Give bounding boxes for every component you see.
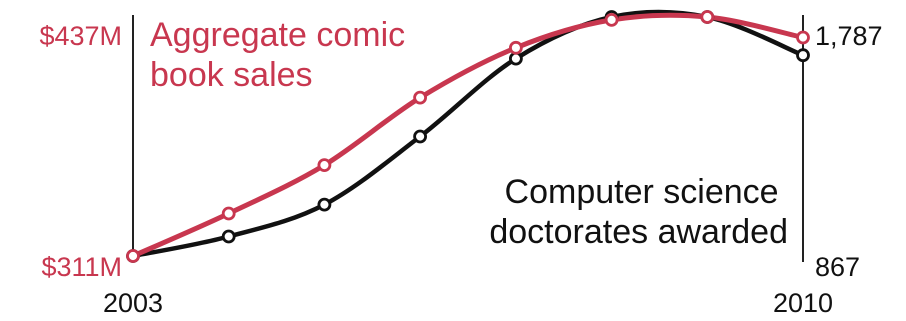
left-axis-bottom-label: $311M (41, 252, 122, 282)
series-label-comics-line2: book sales (150, 56, 313, 94)
series-label-doctorates-line2: doctorates awarded (489, 213, 788, 251)
data-point-comics-2007 (509, 40, 523, 55)
data-point-comics-2010 (796, 30, 810, 45)
data-point-comics-2009 (700, 10, 715, 24)
data-point-doctorates-2006 (413, 129, 428, 144)
data-point-comics-2005 (317, 158, 332, 173)
series-label-doctorates: Computer science doctorates awarded (489, 173, 788, 251)
left-axis-top-label: $437M (39, 21, 122, 51)
series-label-comics: Aggregate comic book sales (150, 16, 415, 94)
data-point-doctorates-2004 (221, 229, 236, 244)
data-point-doctorates-2010 (796, 48, 810, 63)
x-tick-label-end: 2010 (773, 288, 833, 318)
data-point-doctorates-2005 (317, 197, 332, 212)
data-point-comics-2008 (604, 12, 619, 27)
series-label-doctorates-line1: Computer science (505, 173, 779, 211)
series-layer (126, 9, 810, 263)
data-point-comics-2003 (126, 249, 140, 263)
data-point-comics-2006 (413, 90, 428, 105)
series-line-comics (130, 12, 806, 259)
data-point-comics-2004 (221, 206, 236, 221)
data-point-doctorates-2007 (509, 51, 523, 66)
series-label-comics-line1: Aggregate comic (150, 16, 405, 54)
right-axis-bottom-label: 867 (815, 252, 860, 282)
right-axis-top-label: 1,787 (815, 21, 883, 51)
x-tick-label-start: 2003 (103, 288, 163, 318)
